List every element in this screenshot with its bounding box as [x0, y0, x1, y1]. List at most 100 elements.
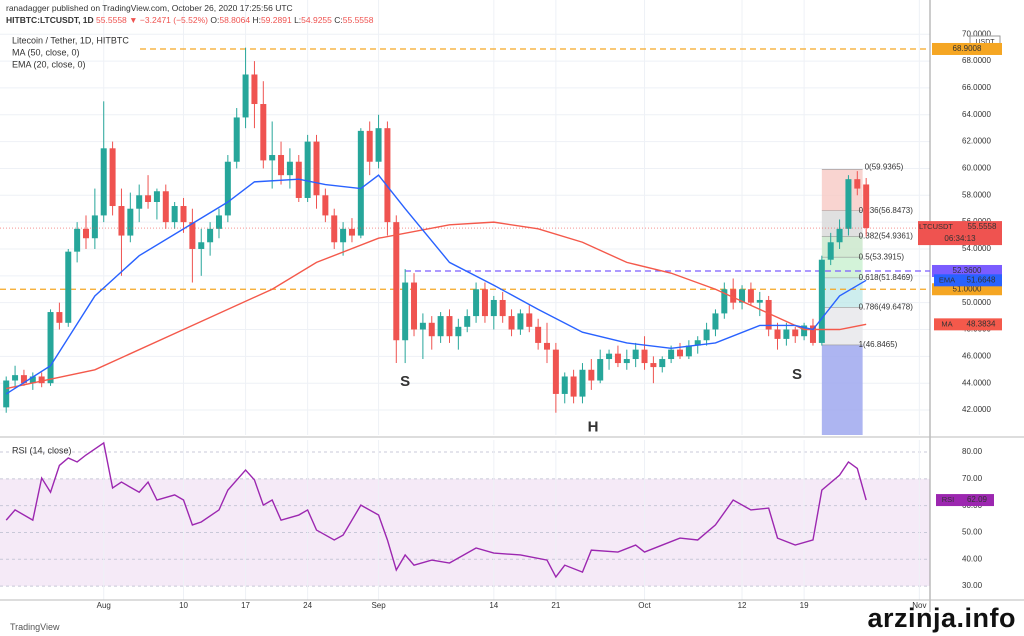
candle-body — [464, 316, 471, 327]
ohlc-value: 59.2891 — [260, 15, 292, 25]
ohlc-label: H: — [252, 15, 261, 25]
level-tag-label: 52.3600 — [953, 266, 982, 275]
candle-body — [331, 215, 338, 243]
x-tick-label: 24 — [303, 601, 312, 610]
candle-body — [109, 148, 116, 207]
candle-body — [375, 128, 382, 162]
candle-body — [348, 228, 355, 236]
indicator-tag-name: MA — [941, 319, 952, 328]
candle-body — [809, 325, 816, 343]
candle-body — [357, 130, 364, 236]
indicator-tag-value: 51.6648 — [967, 275, 996, 284]
annotation: S — [792, 366, 802, 383]
y-tick-label: 54.0000 — [962, 244, 991, 253]
candle-body — [127, 208, 134, 236]
fib-label: 0(59.9365) — [865, 162, 904, 171]
x-tick-label: 17 — [241, 601, 250, 610]
y-tick-label: 58.0000 — [962, 190, 991, 199]
indicator-tag — [934, 318, 960, 331]
last-price-tag — [918, 221, 1002, 246]
candle-body — [153, 191, 160, 202]
last: 55.5558 — [96, 15, 127, 25]
candle-body — [3, 380, 10, 408]
level-tag — [932, 264, 1002, 277]
candle-body — [455, 326, 462, 337]
change: ▼ −3.2471 (−5.52%) — [129, 15, 208, 25]
rsi-tag-value: 62.09 — [967, 495, 988, 504]
candle-body — [659, 359, 666, 368]
y-tick-label: 64.0000 — [962, 110, 991, 119]
candle-body — [145, 195, 152, 202]
x-tick-label: 19 — [800, 601, 809, 610]
candle-body — [747, 289, 754, 303]
countdown: 06:34:13 — [944, 234, 976, 243]
quote-line: HITBTC:LTCUSDT, 1D 55.5558 ▼ −3.2471 (−5… — [6, 14, 374, 26]
ohlc-value: 54.9255 — [301, 15, 332, 25]
candle-body — [304, 141, 311, 198]
fib-zone — [821, 169, 863, 211]
candle-body — [100, 148, 107, 216]
fib-label: 0.236(56.8473) — [859, 206, 914, 215]
candle-body — [340, 228, 347, 243]
indicator-tag — [934, 274, 960, 287]
fib-label: 0.382(54.9361) — [859, 232, 914, 241]
candle-body — [278, 155, 285, 176]
candle-body — [136, 195, 143, 209]
level-tag-label: 68.9008 — [953, 44, 982, 53]
rsi-tag-name: RSI — [942, 495, 955, 504]
candle-body — [322, 195, 329, 216]
candle-body — [242, 74, 249, 118]
candle-body — [47, 312, 54, 384]
candle-body — [597, 359, 604, 381]
candle-body — [29, 376, 36, 384]
candle-body — [526, 313, 533, 327]
ohlc-value: 58.8064 — [219, 15, 251, 25]
fib-label: 0.786(49.6478) — [859, 302, 914, 311]
candle-body — [739, 289, 746, 303]
fib-zone — [821, 277, 863, 308]
candle-body — [614, 353, 621, 364]
candle-body — [65, 251, 72, 323]
candle-body — [251, 74, 258, 105]
candle-body — [730, 289, 737, 303]
fib-zone — [821, 257, 863, 278]
indicator-tag — [960, 274, 1002, 287]
x-tick-label: 14 — [489, 601, 498, 610]
candle-body — [703, 329, 710, 341]
candle-body — [845, 179, 852, 229]
candle-body — [783, 329, 790, 339]
candle-body — [74, 228, 81, 252]
candle-body — [38, 376, 45, 384]
candle-body — [428, 322, 435, 337]
indicator-line — [6, 221, 867, 390]
ohlc-label: C: — [334, 15, 343, 25]
candle-body — [570, 376, 577, 397]
candle-body — [393, 222, 400, 341]
ohlc-label: O: — [210, 15, 220, 25]
candle-body — [827, 242, 834, 260]
candle-body — [508, 316, 515, 330]
candle-body — [756, 299, 763, 303]
candle-body — [215, 215, 222, 229]
candle-body — [792, 329, 799, 337]
fib-label: 0.5(53.3915) — [859, 252, 905, 261]
candle-body — [579, 369, 586, 397]
candle-body — [481, 289, 488, 317]
candle-body — [180, 206, 187, 223]
legend-entry: EMA (20, close, 0) — [12, 59, 86, 69]
last-price-name: LTCUSDT — [919, 222, 953, 231]
candle-body — [623, 359, 630, 364]
candle-body — [588, 369, 595, 381]
candle-body — [632, 349, 639, 360]
candle-body — [446, 316, 453, 337]
x-tick-label: Sep — [371, 601, 386, 610]
candle-body — [535, 326, 542, 343]
candle-body — [207, 228, 214, 243]
y-tick-label: 40.00 — [962, 554, 983, 563]
y-tick-label: 60.0000 — [962, 164, 991, 173]
chart-title: Litecoin / Tether, 1D, HITBTC — [12, 35, 129, 45]
candle-body — [650, 363, 657, 368]
y-tick-label: 50.00 — [962, 528, 983, 537]
